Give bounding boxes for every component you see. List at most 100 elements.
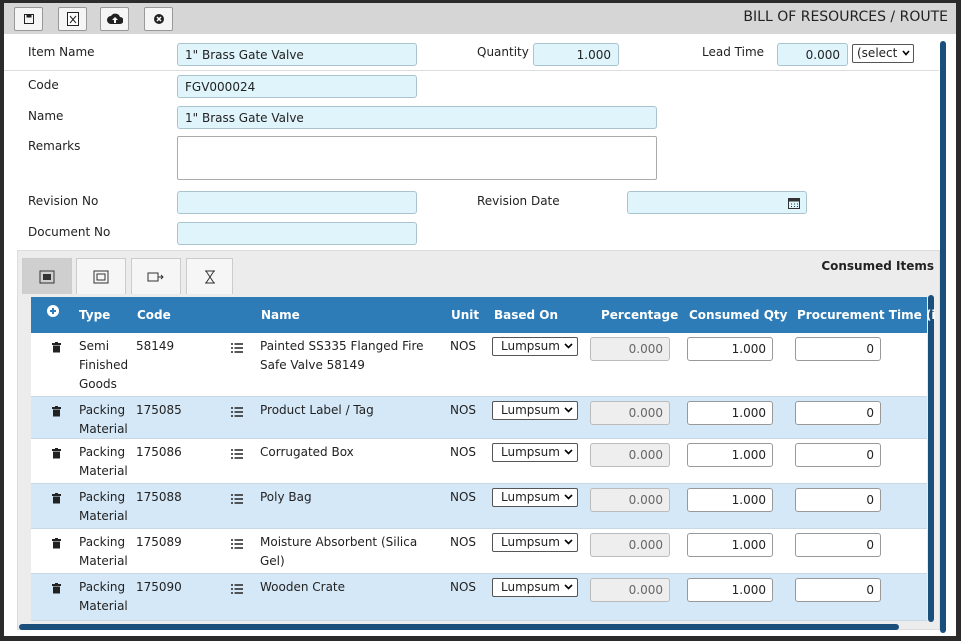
column-header: Percentage (601, 308, 679, 322)
lead-time-input[interactable]: 0.000 (777, 43, 848, 66)
detail-icon[interactable] (231, 538, 243, 552)
based-on-select[interactable]: Lumpsum (492, 443, 578, 462)
revision-date-label: Revision Date (477, 194, 560, 208)
remarks-textarea[interactable] (177, 136, 657, 180)
name-cell: Moisture Absorbent (Silica Gel) (260, 535, 418, 568)
detail-icon[interactable] (231, 406, 243, 420)
type-cell: Packing Material (79, 403, 128, 436)
save-button[interactable] (14, 7, 43, 31)
page-scrollbar[interactable] (940, 41, 946, 633)
unit-cell: NOS (450, 490, 477, 504)
table-row (31, 529, 927, 574)
item-name-label: Item Name (28, 45, 95, 59)
procurement-time-input[interactable]: 0 (795, 533, 881, 557)
consumed-qty-input[interactable]: 1.000 (687, 443, 773, 467)
percentage-input[interactable]: 0.000 (590, 401, 670, 425)
column-header: Type (79, 308, 111, 322)
consumed-qty-input[interactable]: 1.000 (687, 533, 773, 557)
consumed-qty-input[interactable]: 1.000 (687, 337, 773, 361)
code-label: Code (28, 78, 59, 92)
table-row (31, 333, 927, 397)
tab-4[interactable] (186, 258, 233, 294)
excel-button[interactable] (58, 7, 87, 31)
name-input[interactable]: 1" Brass Gate Valve (177, 106, 657, 129)
based-on-select[interactable]: Lumpsum (492, 488, 578, 507)
percentage-input[interactable]: 0.000 (590, 443, 670, 467)
percentage-input[interactable]: 0.000 (590, 488, 670, 512)
delete-icon[interactable] (52, 583, 61, 597)
quantity-label: Quantity (477, 45, 529, 59)
delete-icon[interactable] (52, 342, 61, 356)
based-on-select[interactable]: Lumpsum (492, 401, 578, 420)
lead-time-unit-select[interactable]: (select (852, 44, 914, 63)
tab-2[interactable] (76, 258, 126, 294)
remarks-label: Remarks (28, 139, 81, 153)
tab-consumed[interactable] (22, 258, 72, 294)
name-cell: Wooden Crate (260, 580, 346, 594)
code-cell: 175088 (136, 490, 182, 504)
upload-button[interactable] (100, 7, 129, 31)
document-no-input[interactable] (177, 222, 417, 245)
unit-cell: NOS (450, 445, 477, 459)
name-cell: Poly Bag (260, 490, 312, 504)
vertical-scrollbar[interactable] (928, 295, 934, 622)
percentage-input[interactable]: 0.000 (590, 533, 670, 557)
dialog-title: BILL OF RESOURCES / ROUTE (743, 9, 948, 25)
consumed-qty-input[interactable]: 1.000 (687, 578, 773, 602)
table-row (31, 484, 927, 529)
calendar-icon[interactable] (788, 197, 800, 209)
lead-time-label: Lead Time (702, 45, 765, 59)
type-cell: Packing Material (79, 445, 128, 478)
based-on-select[interactable]: Lumpsum (492, 337, 578, 356)
procurement-time-input[interactable]: 0 (795, 443, 881, 467)
name-label: Name (28, 109, 64, 123)
quantity-input[interactable]: 1.000 (533, 43, 619, 66)
percentage-input[interactable]: 0.000 (590, 337, 670, 361)
unit-cell: NOS (450, 339, 477, 353)
unit-cell: NOS (450, 403, 477, 417)
column-header: Consumed Qty (689, 308, 788, 322)
detail-icon[interactable] (231, 583, 243, 597)
table-row (31, 439, 927, 484)
type-cell: Packing Material (79, 535, 128, 568)
table-row (31, 574, 927, 621)
unit-cell: NOS (450, 580, 477, 594)
item-name-input[interactable]: 1" Brass Gate Valve (177, 43, 417, 66)
detail-icon[interactable] (231, 342, 243, 356)
name-cell: Corrugated Box (260, 445, 354, 459)
type-cell: Packing Material (79, 490, 128, 523)
procurement-time-input[interactable]: 0 (795, 578, 881, 602)
delete-icon[interactable] (52, 406, 61, 420)
table-row (31, 397, 927, 439)
consumed-qty-input[interactable]: 1.000 (687, 488, 773, 512)
code-cell: 58149 (136, 339, 175, 353)
document-no-label: Document No (28, 225, 111, 239)
name-cell: Painted SS335 Flanged Fire Safe Valve 58… (260, 339, 424, 372)
based-on-select[interactable]: Lumpsum (492, 533, 578, 552)
revision-no-input[interactable] (177, 191, 417, 214)
revision-date-input[interactable] (627, 191, 807, 214)
table-header (31, 297, 927, 333)
procurement-time-input[interactable]: 0 (795, 401, 881, 425)
consumed-qty-input[interactable]: 1.000 (687, 401, 773, 425)
procurement-time-input[interactable]: 0 (795, 488, 881, 512)
delete-icon[interactable] (52, 448, 61, 462)
delete-icon[interactable] (52, 538, 61, 552)
dialog: BILL OF RESOURCES / ROUTE Item Name 1" B… (4, 3, 956, 636)
based-on-select[interactable]: Lumpsum (492, 578, 578, 597)
code-cell: 175090 (136, 580, 182, 594)
detail-icon[interactable] (231, 448, 243, 462)
procurement-time-input[interactable]: 0 (795, 337, 881, 361)
code-cell: 175089 (136, 535, 182, 549)
name-cell: Product Label / Tag (260, 403, 374, 417)
close-button[interactable] (144, 7, 173, 31)
add-row-icon[interactable] (47, 305, 59, 317)
delete-icon[interactable] (52, 493, 61, 507)
code-input[interactable]: FGV000024 (177, 75, 417, 98)
code-cell: 175086 (136, 445, 182, 459)
tab-3[interactable] (131, 258, 181, 294)
detail-icon[interactable] (231, 493, 243, 507)
percentage-input[interactable]: 0.000 (590, 578, 670, 602)
horizontal-scrollbar[interactable] (19, 624, 899, 630)
